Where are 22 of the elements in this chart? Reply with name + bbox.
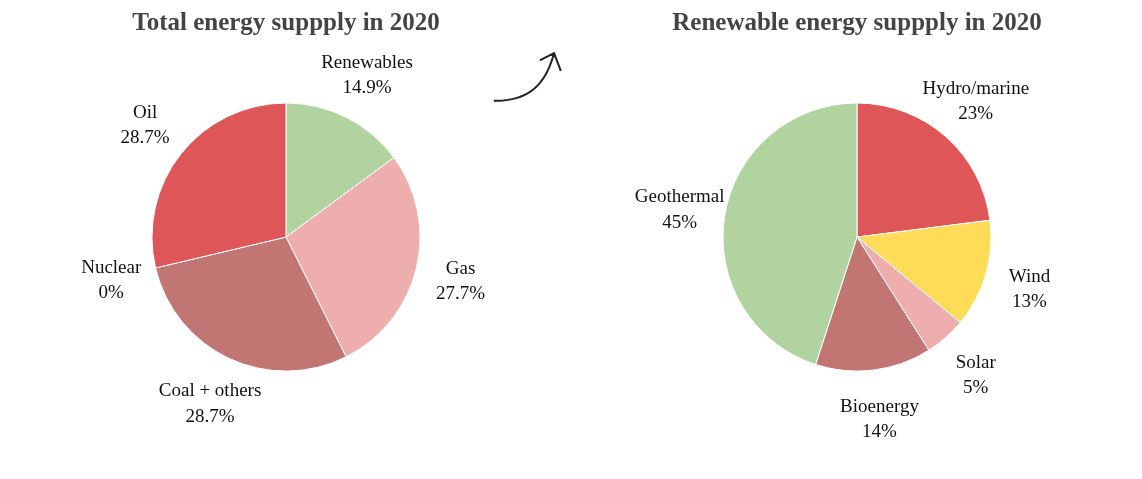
slice-label: Hydro/marine: [922, 77, 1030, 99]
data-label: 28.7%: [185, 404, 235, 426]
slice-label: Coal + others: [158, 379, 262, 401]
data-label: 45%: [662, 210, 698, 232]
slice-label: Oil: [132, 100, 158, 122]
slice-label: Wind: [1008, 264, 1051, 286]
data-label: 27.7%: [436, 281, 486, 303]
data-label: 5%: [963, 376, 989, 398]
chart-title: Total energy suppply in 2020: [132, 7, 440, 35]
data-label: 28.7%: [120, 125, 170, 147]
slice-label: Solar: [955, 350, 997, 372]
slice-label: Bioenergy: [840, 395, 920, 417]
category-label: Nuclear: [81, 256, 142, 278]
chart-title: Renewable energy suppply in 2020: [672, 7, 1042, 35]
data-label: 14%: [862, 420, 898, 442]
data-label: 13%: [1012, 290, 1048, 312]
data-label: 14.9%: [342, 76, 392, 98]
slice-label: Geothermal: [634, 185, 725, 207]
slice-label: Renewables: [321, 51, 413, 73]
data-label: 23%: [958, 102, 994, 124]
slice-label: Gas: [445, 256, 476, 278]
text: 0%: [98, 281, 124, 303]
